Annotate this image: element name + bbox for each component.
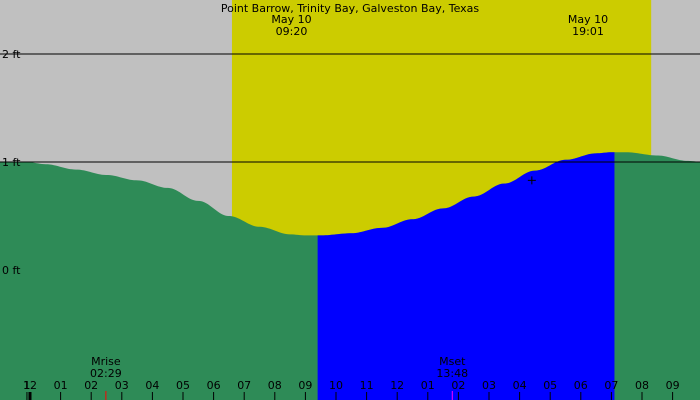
x-tick-label: 01 <box>54 379 68 392</box>
x-tick-label: 07 <box>604 379 618 392</box>
x-tick-label: 03 <box>482 379 496 392</box>
x-tick-label: 09 <box>666 379 680 392</box>
sun-label-date: May 10 <box>271 13 311 26</box>
x-tick-label: 08 <box>268 379 282 392</box>
x-tick-label: 04 <box>145 379 159 392</box>
sun-label-time: 09:20 <box>276 25 308 38</box>
x-tick-label: 09 <box>298 379 312 392</box>
x-tick-label: 11 <box>360 379 374 392</box>
x-tick-label: 06 <box>207 379 221 392</box>
tide-area-highlighted <box>317 152 615 400</box>
x-tick-label: 10 <box>329 379 343 392</box>
x-tick-label: 01 <box>421 379 435 392</box>
x-tick-label: 07 <box>237 379 251 392</box>
moon-event-name: Mset <box>439 355 466 368</box>
moon-event-time: 02:29 <box>90 367 122 380</box>
sun-label-time: 19:01 <box>572 25 604 38</box>
x-tick-label: 04 <box>513 379 527 392</box>
x-tick-label: 06 <box>574 379 588 392</box>
x-tick-label: 12 <box>23 379 37 392</box>
moon-event-name: Mrise <box>91 355 121 368</box>
x-tick-label: 12 <box>390 379 404 392</box>
x-tick-label: 05 <box>543 379 557 392</box>
y-tick-label: 1 ft <box>2 156 21 169</box>
x-tick-label: 05 <box>176 379 190 392</box>
chart-title: Point Barrow, Trinity Bay, Galveston Bay… <box>221 2 480 15</box>
sun-label-date: May 10 <box>568 13 608 26</box>
x-tick-label: 02 <box>451 379 465 392</box>
y-tick-label: 0 ft <box>2 264 21 277</box>
x-tick-label: 1 <box>23 379 30 392</box>
x-tick-label: 08 <box>635 379 649 392</box>
moon-event-time: 13:48 <box>436 367 468 380</box>
x-tick-label: 03 <box>115 379 129 392</box>
y-tick-label: 2 ft <box>2 48 21 61</box>
current-level-marker <box>527 176 536 185</box>
x-axis: 112 01 02 03 04 05 06 07 08 09 10 11 12 01 02 03 04 05 06 0… <box>23 379 680 400</box>
x-tick-label: 02 <box>84 379 98 392</box>
y-gridlines: 2 ft 1 ft 0 ft <box>0 48 700 277</box>
